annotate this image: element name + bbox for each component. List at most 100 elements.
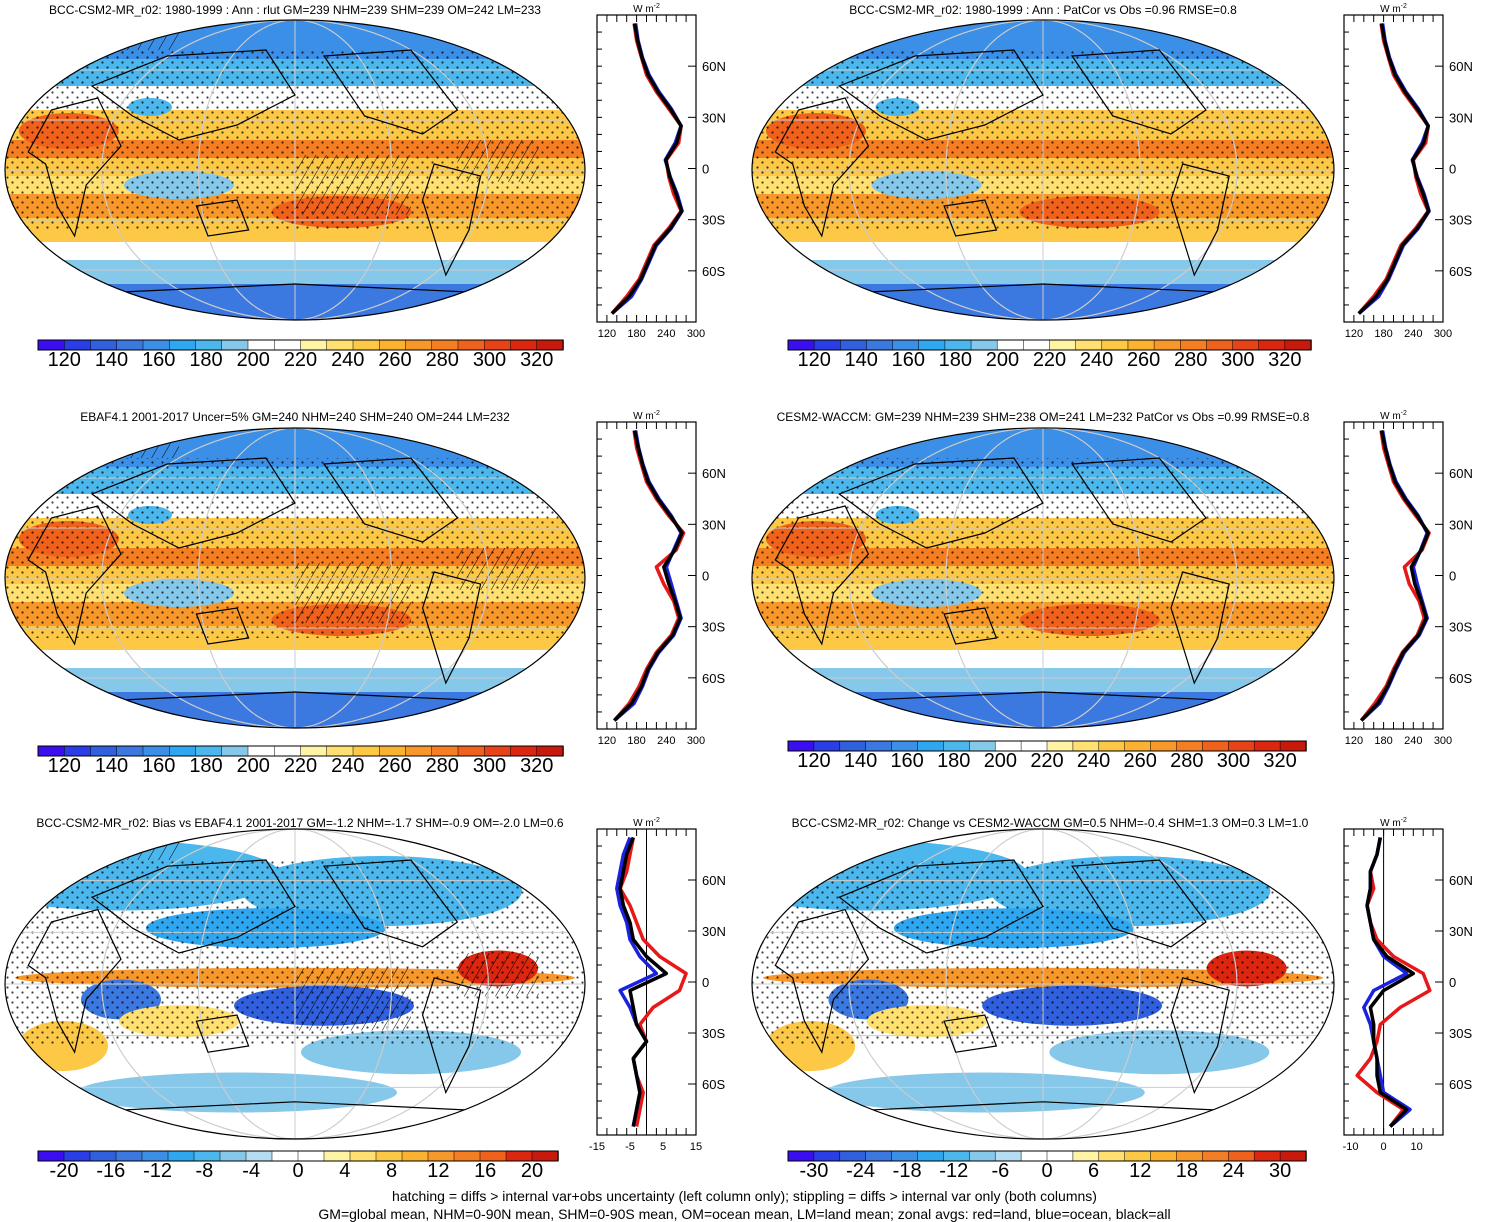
panel-title: CESM2-WACCM: GM=239 NHM=239 SHM=238 OM=2… [777, 410, 1310, 424]
profile-units-sup: -2 [1401, 410, 1407, 417]
colorbar-tick-label: 240 [1080, 349, 1113, 371]
hatching [109, 835, 179, 860]
colorbar-frame [787, 740, 1307, 752]
profile-x-tick-label: 240 [657, 328, 675, 340]
hatching [109, 26, 179, 50]
map-field [751, 828, 1334, 1140]
colorbar-tick-label: 280 [1174, 349, 1207, 371]
graticule-meridian [101, 20, 489, 320]
map-border [4, 19, 586, 321]
map-field [5, 20, 585, 320]
colorbar: -20 -16 -12 -8 -4 0 4 8 12 16 20 [37, 1150, 559, 1182]
profile-lat-label: 60S [702, 1077, 725, 1092]
colorbar-bin [1150, 1150, 1178, 1162]
colorbar-tick-label: 200 [237, 755, 270, 777]
map-panel [4, 19, 586, 321]
map-field [752, 427, 1334, 729]
colorbar-tick-label: 6 [1088, 1160, 1099, 1182]
profile-lat-label: 30S [1449, 620, 1472, 635]
coastline [838, 859, 1044, 954]
profile-units-sup: -2 [654, 817, 660, 824]
profile-lat-label: 60N [702, 59, 726, 74]
coastline [322, 457, 459, 543]
colorbar-tick-label: 260 [1127, 349, 1160, 371]
colorbar-tick-label: 200 [237, 349, 270, 371]
colorbar-tick-label: -12 [939, 1160, 968, 1182]
colorbar-frame [787, 1150, 1307, 1162]
colorbar-tick-label: 120 [797, 750, 830, 772]
profile-lat-label: 30S [702, 213, 725, 228]
profile-lat-label: 30N [1449, 924, 1473, 939]
profile-lat-label: 60N [702, 466, 726, 481]
profile-frame [1343, 14, 1444, 323]
colorbar-tick-label: -18 [893, 1160, 922, 1182]
profile-lat-label: 60N [1449, 873, 1473, 888]
map-field [752, 19, 1334, 321]
hatching [457, 953, 539, 997]
colorbar-tick-label: 200 [986, 349, 1019, 371]
coastline [322, 859, 459, 948]
colorbar-tick-label: 280 [426, 349, 459, 371]
profile-frame [596, 14, 697, 323]
colorbar-tick-label: 280 [426, 755, 459, 777]
profile-units-sup: -2 [1401, 817, 1407, 824]
colorbar-tick-label: -16 [96, 1160, 125, 1182]
colorbar: 120 140 160 180 200 220 240 260 280 300 320 [37, 745, 564, 777]
coastline [1170, 977, 1230, 1095]
coastline [1170, 163, 1230, 277]
diff-blob [824, 1072, 1145, 1113]
profile-units: W m-2 [633, 817, 660, 829]
panel-title: BCC-CSM2-MR_r02: 1980-1999 : Ann : rlut … [49, 3, 541, 17]
profile-units: W m-2 [1380, 410, 1407, 422]
coastline [774, 505, 870, 646]
map-border [751, 19, 1335, 321]
coastline [90, 859, 296, 954]
map-panel [751, 828, 1335, 1140]
colorbar-tick-label: 0 [292, 1160, 303, 1182]
colorbar-tick-label: -4 [242, 1160, 260, 1182]
panel-title: BCC-CSM2-MR_r02: Change vs CESM2-WACCM G… [792, 816, 1309, 830]
colorbar-tick-label: 4 [339, 1160, 350, 1182]
colorbar-tick-label: 200 [984, 750, 1017, 772]
profile-units: W m-2 [1380, 3, 1407, 15]
profile-units: W m-2 [1380, 817, 1407, 829]
colorbar-tick-label: 260 [378, 755, 411, 777]
profile-lat-label: 60S [1449, 671, 1472, 686]
profile-lat-label: 0 [1449, 975, 1456, 990]
profile-lat-label: 30N [1449, 110, 1473, 125]
colorbar: 120 140 160 180 200 220 240 260 280 300 320 [787, 339, 1312, 371]
colorbar-tick-label: 240 [331, 349, 364, 371]
profile-x-tick-label: 240 [1404, 328, 1422, 340]
map-panel [751, 19, 1335, 321]
panel-title: BCC-CSM2-MR_r02: 1980-1999 : Ann : PatCo… [849, 3, 1237, 17]
profile-units-sup: -2 [654, 3, 660, 10]
zonal-profile: 60N 30N 0 30S 60S W m-2 120 180 240 300 [1343, 410, 1473, 747]
coastline [90, 49, 296, 141]
coastline [421, 977, 482, 1095]
profile-frame [1343, 421, 1444, 730]
colorbar-tick-label: -6 [991, 1160, 1009, 1182]
coastline [774, 97, 870, 238]
colorbar-tick-label: 120 [48, 755, 81, 777]
hatching [295, 155, 411, 215]
colorbar-tick-label: 140 [844, 750, 877, 772]
map-border [751, 828, 1335, 1140]
profile-x-tick-label: 180 [627, 735, 645, 747]
profile-line-all [618, 836, 669, 1127]
colorbar: 120 140 160 180 200 220 240 260 280 300 320 [787, 740, 1307, 772]
profile-x-tick-label: -10 [1343, 1141, 1359, 1153]
colorbar-tick-label: 8 [386, 1160, 397, 1182]
colorbar-tick-label: 320 [520, 755, 553, 777]
graticule-meridian [101, 428, 489, 728]
colorbar-tick-label: 18 [1176, 1160, 1198, 1182]
colorbar-tick-label: 180 [937, 750, 970, 772]
hatching [295, 563, 411, 623]
colorbar-frame [37, 339, 564, 351]
coastline [27, 97, 122, 238]
colorbar-tick-label: 180 [939, 349, 972, 371]
profile-lat-label: 0 [1449, 569, 1456, 584]
zonal-profile: 60N 30N 0 30S 60S W m-2 -15 -5 5 15 [589, 817, 726, 1153]
profile-units: W m-2 [633, 3, 660, 15]
colorbar-tick-label: -20 [50, 1160, 79, 1182]
profile-lat-label: 60N [702, 873, 726, 888]
